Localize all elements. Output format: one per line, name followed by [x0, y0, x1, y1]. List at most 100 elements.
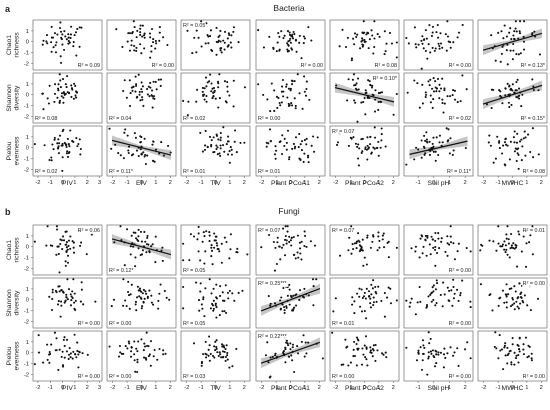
data-point [77, 353, 80, 356]
data-point [145, 251, 148, 254]
data-point [360, 101, 363, 104]
data-point [292, 294, 295, 297]
data-point [225, 143, 228, 146]
data-point [56, 228, 59, 231]
data-point [59, 79, 62, 82]
data-point [65, 246, 68, 249]
data-point [270, 82, 273, 85]
x-tick-label: -1 [496, 180, 501, 186]
data-point [417, 43, 420, 46]
data-point [290, 236, 293, 239]
data-point [55, 337, 58, 340]
data-point [51, 244, 54, 247]
data-point [65, 251, 68, 254]
data-point [74, 94, 77, 97]
data-point [216, 80, 220, 83]
data-point [291, 309, 294, 312]
data-point [67, 151, 70, 155]
data-point [298, 41, 301, 44]
data-point [128, 307, 131, 310]
data-point [492, 240, 495, 243]
data-point [365, 317, 368, 320]
data-point [209, 73, 212, 76]
data-point [479, 283, 482, 286]
scatter-b-r2-c0: R² = 0.00 [32, 330, 103, 382]
data-point [152, 140, 155, 143]
data-point [418, 106, 421, 109]
data-point [289, 348, 292, 351]
data-point [53, 331, 57, 334]
data-point [292, 236, 295, 239]
data-point [416, 301, 419, 304]
r2-annotation: R² = 0.05 [183, 268, 205, 274]
plot-frame [32, 125, 103, 177]
data-point [424, 239, 427, 242]
data-point [420, 139, 423, 142]
x-tick-label: -2 [259, 180, 264, 186]
data-point [154, 80, 157, 83]
data-point [380, 299, 383, 303]
data-point [512, 34, 515, 37]
data-point [425, 254, 428, 257]
data-point [151, 243, 154, 246]
data-point [534, 35, 537, 38]
data-point [72, 241, 75, 244]
data-point [438, 141, 441, 144]
data-point [350, 252, 353, 255]
data-point [212, 299, 215, 302]
data-point [271, 355, 274, 358]
data-point [64, 299, 67, 302]
data-point [278, 101, 281, 105]
data-point [372, 279, 375, 282]
data-point [220, 242, 223, 245]
data-point [130, 234, 133, 237]
data-point [65, 145, 68, 149]
data-point [364, 297, 367, 300]
data-point [117, 152, 120, 155]
data-point [70, 299, 73, 302]
data-point [449, 225, 452, 228]
data-point [48, 351, 51, 354]
data-point [538, 53, 542, 56]
regression-line [260, 288, 321, 312]
data-point [469, 250, 472, 253]
data-point [449, 346, 452, 349]
data-point [214, 304, 217, 307]
data-point [212, 91, 215, 94]
data-point [377, 140, 380, 143]
data-point [513, 130, 516, 133]
data-point [149, 364, 152, 367]
data-point [285, 242, 288, 245]
x-tick-label: -2 [35, 180, 40, 186]
data-point [516, 152, 519, 155]
data-point [278, 49, 281, 52]
data-point [293, 32, 296, 36]
data-point [138, 287, 142, 290]
data-point [208, 278, 211, 281]
data-point [219, 139, 222, 142]
data-point [500, 348, 504, 351]
plot-frame [403, 277, 474, 329]
x-axis-label: Plant PCoA1 [271, 385, 310, 392]
data-point [283, 311, 286, 314]
data-point [434, 264, 437, 267]
data-point [285, 83, 288, 86]
data-point [506, 346, 509, 349]
data-point [451, 94, 454, 97]
data-point [282, 243, 285, 246]
data-point [69, 235, 72, 238]
data-point [499, 94, 502, 97]
data-point [447, 299, 450, 302]
data-point [369, 84, 372, 87]
data-point [207, 354, 210, 357]
r2-annotation: R² = 0.00 [258, 116, 280, 122]
data-point [456, 250, 459, 253]
data-point [405, 36, 408, 40]
data-point [514, 89, 517, 92]
data-point [223, 150, 226, 153]
data-point [154, 261, 157, 264]
x-tick-label: 1 [303, 385, 306, 391]
data-point [421, 83, 424, 86]
data-point [522, 301, 525, 304]
